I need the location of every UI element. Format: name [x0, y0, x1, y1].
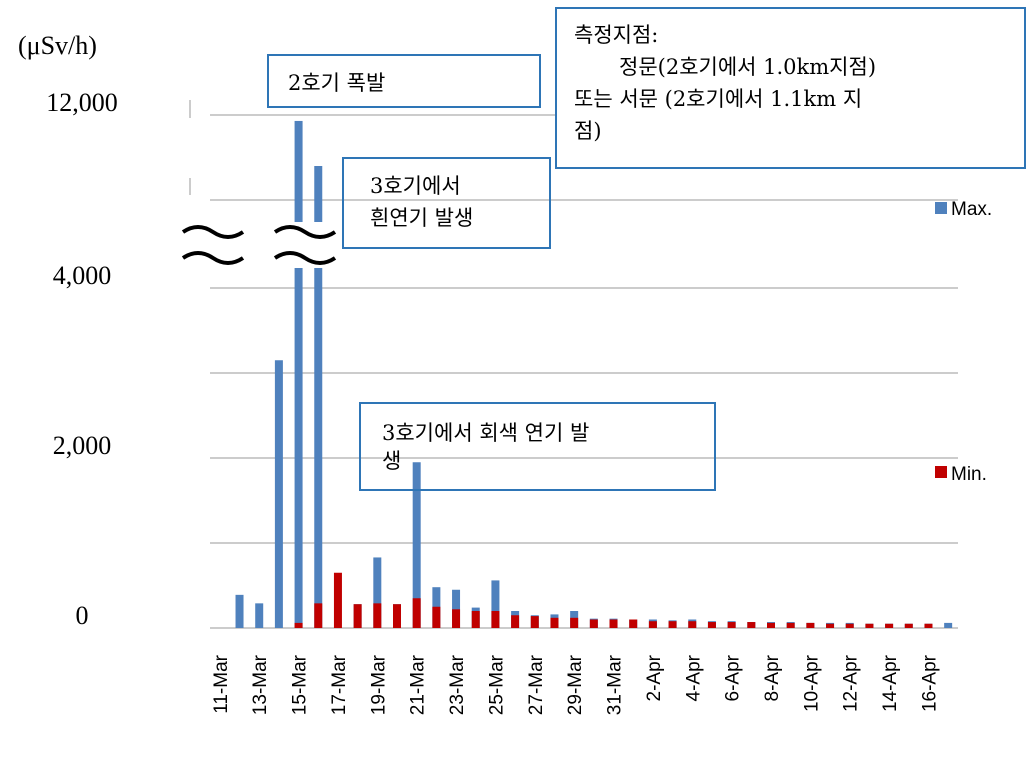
x-tick-label: 12-Apr	[841, 654, 862, 712]
x-tick-label: 25-Mar	[486, 654, 507, 715]
bar	[491, 611, 500, 628]
bar	[412, 598, 421, 628]
bar	[235, 594, 244, 628]
y-tick-label: 0	[76, 601, 89, 630]
y-tick-label: 12,000	[46, 88, 118, 117]
x-tick-label: 15-Mar	[290, 654, 311, 715]
bar	[727, 622, 736, 628]
bar	[550, 617, 559, 628]
x-tick-label: 17-Mar	[329, 654, 350, 715]
bar	[904, 623, 913, 628]
bar	[255, 603, 264, 628]
legend-label: Min.	[951, 464, 987, 485]
annotation-text: 정문(2호기에서 1.0km지점)	[619, 55, 876, 79]
bar	[826, 623, 835, 628]
bar	[294, 622, 303, 628]
bar	[570, 617, 579, 628]
bar	[668, 621, 677, 628]
x-tick-label: 2-Apr	[644, 654, 665, 701]
bar	[373, 557, 382, 628]
bar	[924, 623, 933, 628]
bar	[629, 619, 638, 628]
x-tick-label: 31-Mar	[605, 654, 626, 715]
x-tick-label: 10-Apr	[801, 654, 822, 712]
annotation-box	[555, 7, 1026, 169]
annotation-text: 흰연기 발생	[370, 206, 473, 230]
bar	[786, 622, 795, 628]
annotation-box	[267, 54, 541, 108]
y-axis-label: (μSv/h)	[18, 31, 97, 60]
bar	[412, 462, 421, 628]
x-tick-label: 14-Apr	[880, 654, 901, 712]
bar	[885, 623, 894, 628]
bar	[589, 619, 598, 628]
bar	[747, 622, 756, 628]
bar	[609, 619, 618, 628]
x-tick-label: 4-Apr	[683, 654, 704, 701]
bar	[333, 572, 342, 628]
bar	[353, 604, 362, 628]
x-tick-label: 8-Apr	[762, 654, 783, 701]
bar	[452, 589, 461, 628]
x-tick-label: 11-Mar	[211, 654, 232, 713]
bar	[432, 606, 441, 628]
x-tick-label: 19-Mar	[368, 654, 389, 715]
legend-swatch	[935, 202, 947, 214]
x-tick-label: 21-Mar	[408, 654, 429, 715]
bar	[806, 622, 815, 628]
bar	[865, 623, 874, 628]
annotation-text: 측정지점:	[574, 23, 658, 47]
bar	[511, 615, 520, 628]
x-tick-label: 27-Mar	[526, 654, 547, 715]
bar	[373, 603, 382, 628]
bar	[688, 621, 697, 628]
annotation-box	[342, 157, 551, 249]
annotation-text: 또는 서문 (2호기에서 1.1km 지	[574, 87, 862, 111]
bar	[707, 622, 716, 628]
annotation-text: 3호기에서 회색 연기 발	[382, 421, 589, 445]
bar	[491, 580, 500, 628]
x-tick-label: 23-Mar	[447, 654, 468, 715]
bar	[314, 166, 323, 628]
bar	[274, 360, 283, 628]
grid: 0 2,000 4,000 12,000	[46, 88, 958, 630]
legend: Max. Min.	[935, 199, 992, 485]
bar	[471, 611, 480, 628]
x-tick-label: 13-Mar	[250, 654, 271, 715]
bar	[944, 622, 953, 628]
bar	[452, 609, 461, 628]
x-tick-label: 6-Apr	[723, 654, 744, 701]
annotation-text: 생	[382, 449, 401, 473]
bar	[314, 603, 323, 628]
axis-break	[178, 222, 348, 268]
bar	[294, 120, 303, 628]
annotation-text: 점)	[574, 119, 602, 143]
bar	[393, 604, 401, 628]
legend-label: Max.	[951, 199, 992, 220]
x-tick-label: 16-Apr	[919, 654, 940, 712]
x-tick-label: 29-Mar	[565, 654, 586, 715]
annotation-text: 3호기에서	[370, 174, 461, 198]
bar	[767, 622, 775, 628]
bar	[845, 623, 854, 628]
bars: 11-Mar 13-Mar 15-Mar 17-Mar 19-Mar 21-Mar 23-M…	[211, 120, 953, 715]
legend-swatch	[935, 466, 947, 478]
annotation-box	[359, 402, 716, 491]
bar	[530, 616, 539, 628]
bar	[648, 621, 657, 628]
y-tick-label: 2,000	[53, 431, 112, 460]
annotation-text: 2호기 폭발	[288, 71, 385, 95]
y-tick-label: 4,000	[53, 261, 112, 290]
